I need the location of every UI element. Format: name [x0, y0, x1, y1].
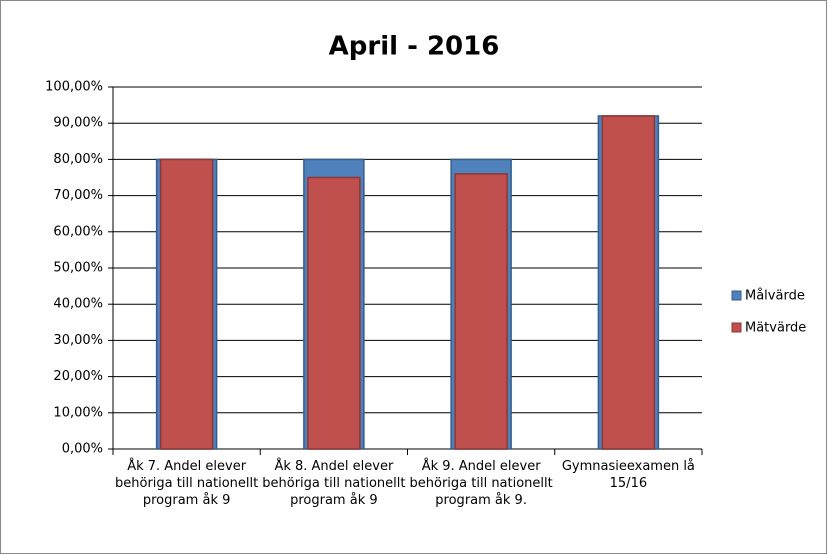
y-tick-label: 90,00%	[53, 116, 103, 131]
x-tick-label: Åk 9. Andel elever behöriga till natione…	[409, 459, 553, 508]
y-tick-label: 0,00%	[62, 442, 103, 457]
legend-label: Mätvärde	[745, 321, 806, 336]
bar	[307, 176, 361, 450]
y-tick-label: 60,00%	[53, 224, 103, 239]
legend-label: Målvärde	[745, 289, 805, 304]
y-tick-label: 100,00%	[45, 80, 103, 95]
bar	[601, 115, 656, 450]
y-tick-label: 50,00%	[53, 261, 103, 276]
bar	[454, 173, 508, 450]
y-tick-label: 20,00%	[53, 369, 103, 384]
x-tick-label: Åk 8. Andel elever behöriga till natione…	[262, 459, 406, 508]
legend-swatch	[731, 290, 742, 301]
x-tick-label: Åk 7. Andel elever behöriga till natione…	[115, 459, 259, 508]
y-tick-label: 40,00%	[53, 297, 103, 312]
y-tick-label: 80,00%	[53, 152, 103, 167]
y-tick-label: 70,00%	[53, 188, 103, 203]
y-tick-label: 10,00%	[53, 405, 103, 420]
bar	[159, 158, 214, 450]
x-tick-label: Gymnasieexamen lå 15/16	[561, 459, 695, 491]
legend-swatch	[731, 322, 742, 333]
y-tick-label: 30,00%	[53, 333, 103, 348]
chart-title: April - 2016	[329, 32, 500, 62]
